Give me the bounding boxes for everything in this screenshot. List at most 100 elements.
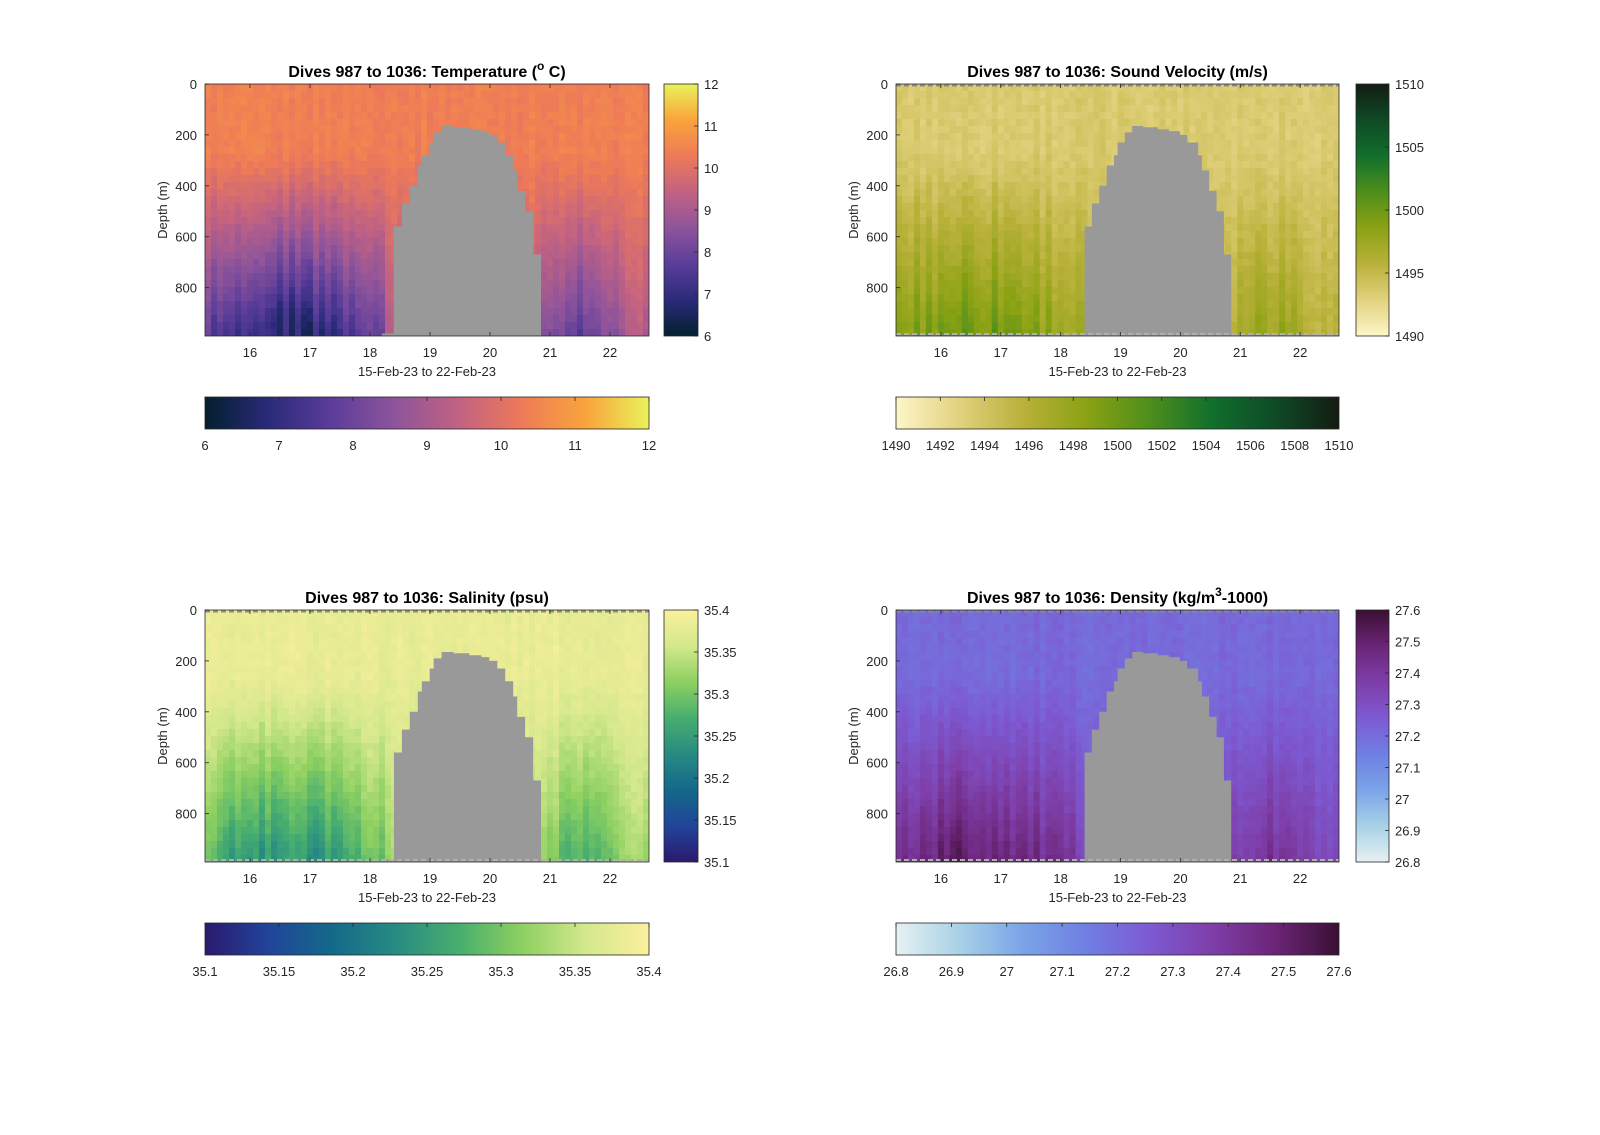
colorbar-bottom-sound-velocity: 1490 1492 1494 1496 1498 1500 1502 1504 1506 1508…: [882, 396, 1354, 453]
colorbar-right-bar: [663, 83, 699, 337]
colorbar-bottom-label: 1490: [882, 438, 911, 453]
colorbar-right-label: 26.8: [1395, 855, 1420, 870]
y-tick-label: 600: [866, 756, 888, 771]
colorbar-right-density: 27.6 27.5 27.4 27.3 27.2 27.1 27 26.9 26.8: [1355, 603, 1420, 870]
colorbar-right-label: 27.4: [1395, 666, 1420, 681]
colorbar-right-label: 26.9: [1395, 824, 1420, 839]
x-tick-label: 17: [303, 345, 317, 360]
y-axis-label: Depth (m): [846, 707, 861, 765]
chart-density: Dives 987 to 1036: Density (kg/m3-1000) 1…: [846, 585, 1420, 979]
x-tick-label: 17: [994, 345, 1008, 360]
x-tick-label: 16: [934, 871, 948, 886]
colorbar-right-label: 27.3: [1395, 698, 1420, 713]
colorbar-bottom-label: 1502: [1147, 438, 1176, 453]
y-tick-label: 400: [175, 179, 197, 194]
colorbar-right-sound-velocity: 1510 1505 1500 1495 1490: [1355, 77, 1424, 344]
colorbar-bottom-label: 27: [1000, 964, 1014, 979]
colorbar-bottom-label: 35.2: [340, 964, 365, 979]
y-tick-label: 0: [881, 603, 888, 618]
x-tick-label: 17: [994, 871, 1008, 886]
colorbar-right-label: 1500: [1395, 203, 1424, 218]
colorbar-right-label: 27.6: [1395, 603, 1420, 618]
x-tick-label: 21: [1233, 345, 1247, 360]
colorbar-bottom-density: 26.8 26.9 27 27.1 27.2 27.3 27.4 27.5 27.6: [883, 922, 1352, 979]
colorbar-right-label: 27.5: [1395, 635, 1420, 650]
data-gap-temperature: [382, 126, 541, 336]
colorbar-bottom-label: 1496: [1014, 438, 1043, 453]
colorbar-right-label: 35.35: [704, 645, 737, 660]
colorbar-right-salinity: 35.4 35.35 35.3 35.25 35.2 35.15 35.1: [663, 603, 737, 870]
chart-title: Dives 987 to 1036: Density (kg/m3-1000): [967, 585, 1268, 607]
x-tick-label: 19: [423, 345, 437, 360]
x-tick-label: 20: [483, 871, 497, 886]
colorbar-right-label: 35.15: [704, 813, 737, 828]
x-tick-label: 19: [423, 871, 437, 886]
colorbar-bottom-label: 27.4: [1216, 964, 1241, 979]
x-tick-label: 20: [1173, 345, 1187, 360]
colorbar-right-label: 35.25: [704, 729, 737, 744]
colorbar-bottom-temperature: 6 7 8 9 10 11 12: [201, 396, 656, 453]
x-tick-label: 16: [243, 345, 257, 360]
colorbar-right-label: 10: [704, 161, 718, 176]
colorbar-bottom-label: 1508: [1280, 438, 1309, 453]
heatmap-density: [896, 610, 1339, 862]
colorbar-bottom-label: 10: [494, 438, 508, 453]
colorbar-right-label: 11: [704, 119, 718, 134]
x-tick-label: 18: [363, 871, 377, 886]
chart-title: Dives 987 to 1036: Sound Velocity (m/s): [967, 64, 1268, 81]
colorbar-bottom-label: 26.8: [883, 964, 908, 979]
colorbar-right-bar: [1355, 609, 1390, 863]
colorbar-bottom-label: 1510: [1325, 438, 1354, 453]
x-tick-label: 22: [1293, 345, 1307, 360]
colorbar-bottom-label: 1506: [1236, 438, 1265, 453]
colorbar-right-label: 27: [1395, 792, 1409, 807]
x-tick-label: 19: [1113, 345, 1127, 360]
colorbar-bottom-label: 12: [642, 438, 656, 453]
x-tick-label: 22: [603, 345, 617, 360]
heatmap-salinity: [205, 610, 649, 862]
colorbar-bottom-label: 9: [423, 438, 430, 453]
y-tick-label: 0: [881, 77, 888, 92]
colorbar-right-label: 1495: [1395, 266, 1424, 281]
colorbar-right-label: 6: [704, 329, 711, 344]
x-axis-label: 15-Feb-23 to 22-Feb-23: [358, 890, 496, 905]
x-tick-label: 18: [1053, 871, 1067, 886]
colorbar-right-label: 35.3: [704, 687, 729, 702]
x-tick-label: 21: [543, 871, 557, 886]
colorbar-right-label: 35.1: [704, 855, 729, 870]
colorbar-right-label: 7: [704, 287, 711, 302]
x-tick-label: 21: [543, 345, 557, 360]
colorbar-bottom-label: 35.25: [411, 964, 444, 979]
y-tick-label: 600: [866, 230, 888, 245]
y-axis-label: Depth (m): [155, 707, 170, 765]
chart-salinity: Dives 987 to 1036: Salinity (psu) 16 17 18 1…: [155, 590, 737, 979]
axes-box: [204, 609, 650, 863]
colorbar-right-label: 27.2: [1395, 729, 1420, 744]
y-tick-label: 600: [175, 230, 197, 245]
chart-title: Dives 987 to 1036: Salinity (psu): [305, 590, 549, 607]
colorbar-right-label: 35.4: [704, 603, 729, 618]
colorbar-bottom-label: 1500: [1103, 438, 1132, 453]
colorbar-bottom-label: 1492: [926, 438, 955, 453]
colorbar-bottom-label: 35.1: [192, 964, 217, 979]
y-tick-label: 800: [175, 281, 197, 296]
colorbar-right-label: 9: [704, 203, 711, 218]
colorbar-right-label: 1505: [1395, 140, 1424, 155]
colorbar-bottom-label: 1504: [1192, 438, 1221, 453]
colorbar-right-label: 1490: [1395, 329, 1424, 344]
colorbar-bottom-label: 1498: [1059, 438, 1088, 453]
x-tick-label: 21: [1233, 871, 1247, 886]
colorbar-bottom-label: 7: [275, 438, 282, 453]
colorbar-bottom-bar: [895, 396, 1340, 430]
y-tick-label: 800: [175, 807, 197, 822]
colorbar-bottom-bar: [204, 396, 650, 430]
colorbar-bottom-label: 35.35: [559, 964, 592, 979]
colorbar-bottom-label: 8: [349, 438, 356, 453]
y-tick-label: 600: [175, 756, 197, 771]
y-tick-label: 200: [866, 128, 888, 143]
axes-box: [895, 609, 1340, 863]
y-tick-label: 200: [175, 654, 197, 669]
heatmap-sound-velocity: [896, 84, 1339, 336]
colorbar-bottom-bar: [204, 922, 650, 956]
colorbar-right-bar: [663, 609, 699, 863]
